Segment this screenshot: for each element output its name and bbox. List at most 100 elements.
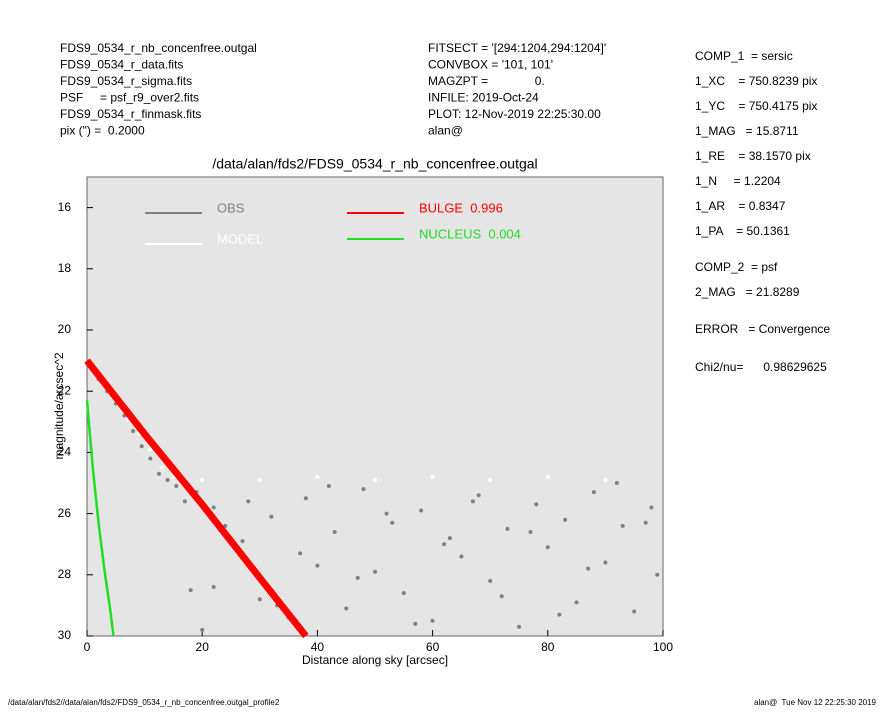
data-point [157, 471, 161, 476]
chart-title: /data/alan/fds2/FDS9_0534_r_nb_concenfre… [212, 156, 537, 172]
fit-parameter: COMP_1 = sersic [695, 49, 793, 63]
data-point [643, 520, 648, 525]
data-point [355, 575, 360, 580]
data-point [200, 627, 205, 632]
data-point [499, 594, 504, 599]
legend-label: MODEL [217, 231, 263, 246]
data-point [200, 477, 205, 482]
fit-parameter: 1_PA = 50.1361 [695, 224, 790, 238]
data-point [655, 572, 660, 577]
data-point [459, 554, 464, 559]
data-point [488, 477, 493, 482]
x-tick-label: 0 [84, 640, 91, 654]
header-middle-line: MAGZPT = 0. [428, 74, 545, 88]
data-point [614, 481, 619, 485]
data-point [505, 526, 510, 531]
data-point [361, 487, 366, 492]
data-point [139, 444, 144, 449]
data-point [545, 545, 550, 550]
y-axis-label: magnitude/arcsec^2 [52, 352, 66, 459]
footer-left: /data/alan/fds2//data/alan/fds2/FDS9_053… [8, 698, 280, 707]
fit-parameter: 1_YC = 750.4175 pix [695, 99, 817, 113]
plot-area [86, 176, 664, 637]
y-tick-label: 28 [58, 567, 72, 581]
data-point [269, 514, 274, 519]
footer-right: alan@ Tue Nov 12 22:25:30 2019 [754, 698, 877, 707]
fit-parameter: 1_XC = 750.8239 pix [695, 74, 817, 88]
fit-parameter: 1_MAG = 15.8711 [695, 124, 799, 138]
data-point [315, 474, 320, 479]
data-point [303, 496, 308, 501]
data-point [517, 624, 521, 629]
profile-line [85, 400, 115, 637]
data-point [182, 499, 187, 504]
data-point [240, 539, 245, 544]
data-point [401, 591, 406, 596]
header-left-line: FDS9_0534_r_finmask.fits [60, 107, 201, 121]
y-tick-label: 20 [58, 322, 72, 336]
data-point [557, 612, 562, 617]
data-point [148, 456, 153, 461]
x-tick-label: 100 [653, 640, 673, 654]
y-tick-label: 22 [58, 383, 72, 397]
data-point [373, 477, 377, 482]
y-tick-label: 26 [58, 506, 72, 520]
data-point [188, 588, 193, 593]
header-middle-line: INFILE: 2019-Oct-24 [428, 91, 539, 105]
data-point [131, 428, 136, 433]
fit-parameter: 1_N = 1.2204 [695, 174, 781, 188]
profile-line [84, 358, 309, 639]
data-point [315, 563, 320, 568]
y-tick-label: 30 [58, 628, 72, 642]
data-point [620, 523, 625, 528]
legend-label: OBS [217, 200, 245, 215]
legend-label: BULGE 0.996 [419, 200, 503, 215]
data-point [591, 490, 596, 495]
data-point [430, 474, 435, 479]
data-point [159, 465, 164, 470]
data-point [257, 597, 262, 602]
fit-parameter: 1_RE = 38.1570 pix [695, 149, 811, 163]
data-point [413, 621, 418, 626]
data-point [649, 505, 654, 510]
data-point [534, 502, 539, 507]
legend-label: NUCLEUS 0.004 [419, 226, 521, 241]
fit-parameter: ERROR = Convergence [695, 322, 830, 336]
data-point [419, 508, 424, 513]
data-point [257, 477, 262, 482]
header-middle-line: FITSECT = '[294:1204,294:1204]' [428, 41, 606, 55]
y-tick-label: 16 [58, 200, 72, 214]
header-middle-line: PLOT: 12-Nov-2019 22:25:30.00 [428, 107, 601, 121]
data-point [603, 477, 608, 482]
header-left-line: FDS9_0534_r_nb_concenfree.outgal [60, 41, 257, 55]
data-point [344, 606, 349, 611]
x-axis-label: Distance along sky [arcsec] [302, 653, 448, 667]
data-point [488, 578, 493, 583]
fit-parameter: 1_AR = 0.8347 [695, 199, 786, 213]
data-point [148, 447, 153, 452]
data-point [223, 523, 228, 528]
data-point [174, 484, 179, 489]
y-tick-label: 18 [58, 261, 72, 275]
data-point [384, 511, 389, 516]
data-point [442, 542, 447, 547]
data-point [574, 600, 579, 605]
data-point [447, 536, 452, 541]
data-point [211, 585, 216, 590]
header-left-line: FDS9_0534_r_sigma.fits [60, 74, 192, 88]
data-point [430, 618, 435, 623]
header-left-line: PSF = psf_r9_over2.fits [60, 91, 199, 105]
data-point [298, 551, 303, 556]
y-tick-label: 24 [58, 445, 72, 459]
data-point [332, 529, 337, 534]
data-point [470, 499, 475, 504]
header-middle-line: alan@ [428, 124, 463, 138]
data-point [545, 474, 550, 479]
data-point [476, 493, 481, 498]
data-point [373, 569, 377, 574]
fit-parameter: COMP_2 = psf [695, 260, 778, 274]
data-point [390, 520, 395, 525]
data-point [632, 609, 637, 614]
header-middle-line: CONVBOX = '101, 101' [428, 58, 553, 72]
